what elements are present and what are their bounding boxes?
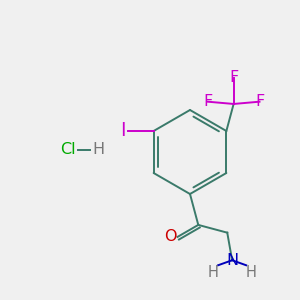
Text: F: F	[255, 94, 264, 109]
Text: F: F	[229, 70, 238, 86]
Text: N: N	[226, 253, 238, 268]
Text: H: H	[92, 142, 104, 158]
Text: O: O	[164, 230, 177, 244]
Text: I: I	[120, 122, 125, 140]
Text: H: H	[246, 265, 256, 280]
Text: H: H	[208, 265, 219, 280]
Text: F: F	[203, 94, 212, 109]
Text: Cl: Cl	[60, 142, 76, 158]
